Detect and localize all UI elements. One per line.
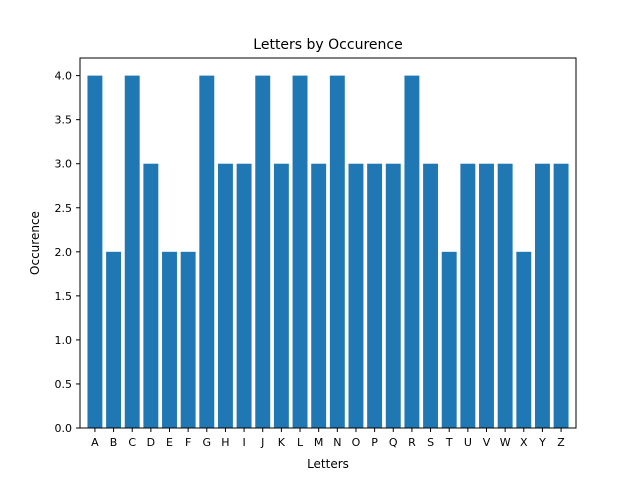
x-tick-label: T [445, 436, 453, 449]
x-tick-label: V [483, 436, 491, 449]
bars-group [87, 75, 569, 428]
bar-j [255, 75, 271, 428]
bar-g [199, 75, 215, 428]
x-tick-label: Y [538, 436, 546, 449]
x-tick-label: M [314, 436, 324, 449]
y-tick-label: 3.5 [55, 114, 73, 127]
bar-d [143, 163, 159, 428]
y-tick-label: 3.0 [55, 158, 73, 171]
bar-e [162, 251, 177, 428]
bar-v [479, 163, 494, 428]
y-axis-label: Occurence [28, 211, 42, 275]
bar-p [367, 163, 383, 428]
x-tick-label: F [185, 436, 191, 449]
chart-title: Letters by Occurence [253, 37, 402, 53]
bar-w [497, 163, 513, 428]
x-tick-label: D [147, 436, 155, 449]
bar-y [534, 163, 550, 428]
bar-o [348, 163, 364, 428]
x-tick-label: L [297, 436, 304, 449]
bar-k [273, 163, 289, 428]
bar-i [236, 163, 252, 428]
y-tick-label: 1.0 [55, 334, 73, 347]
bar-f [180, 251, 196, 428]
bar-m [311, 163, 327, 428]
bar-s [423, 163, 439, 428]
x-tick-label: G [203, 436, 212, 449]
bar-z [553, 163, 569, 428]
y-tick-label: 2.0 [55, 246, 73, 259]
x-tick-label: E [166, 436, 173, 449]
x-tick-label: J [260, 436, 264, 449]
y-tick-label: 2.5 [55, 202, 73, 215]
x-tick-label: U [464, 436, 472, 449]
y-tick-label: 0.5 [55, 378, 73, 391]
x-tick-label: H [221, 436, 229, 449]
x-tick-label: A [91, 436, 99, 449]
bar-c [124, 75, 140, 428]
bar-l [292, 75, 308, 428]
x-tick-label: Z [557, 436, 565, 449]
y-axis-ticks: 0.0 0.5 1.0 1.5 2.0 2.5 3.0 3.5 4.0 [55, 70, 80, 435]
bar-x [516, 251, 532, 428]
bar-u [460, 163, 476, 428]
bar-b [106, 251, 122, 428]
bar-q [385, 163, 401, 428]
bar-n [329, 75, 345, 428]
x-tick-label: K [278, 436, 286, 449]
x-axis-label: Letters [307, 457, 349, 471]
x-tick-label: I [242, 436, 245, 449]
x-tick-label: C [128, 436, 136, 449]
bar-r [404, 75, 420, 428]
x-tick-label: B [110, 436, 118, 449]
x-tick-label: W [500, 436, 511, 449]
bar-h [217, 163, 233, 428]
x-tick-label: S [427, 436, 434, 449]
y-tick-label: 1.5 [55, 290, 73, 303]
y-tick-label: 0.0 [55, 422, 73, 435]
x-tick-label: Q [389, 436, 398, 449]
x-tick-label: X [520, 436, 528, 449]
bar-a [87, 75, 103, 428]
x-tick-label: P [371, 436, 378, 449]
plot-frame [79, 57, 577, 429]
y-tick-label: 4.0 [55, 70, 73, 83]
x-tick-label: N [333, 436, 341, 449]
x-tick-label: O [352, 436, 361, 449]
x-tick-label: R [408, 436, 416, 449]
bar-t [441, 251, 457, 428]
